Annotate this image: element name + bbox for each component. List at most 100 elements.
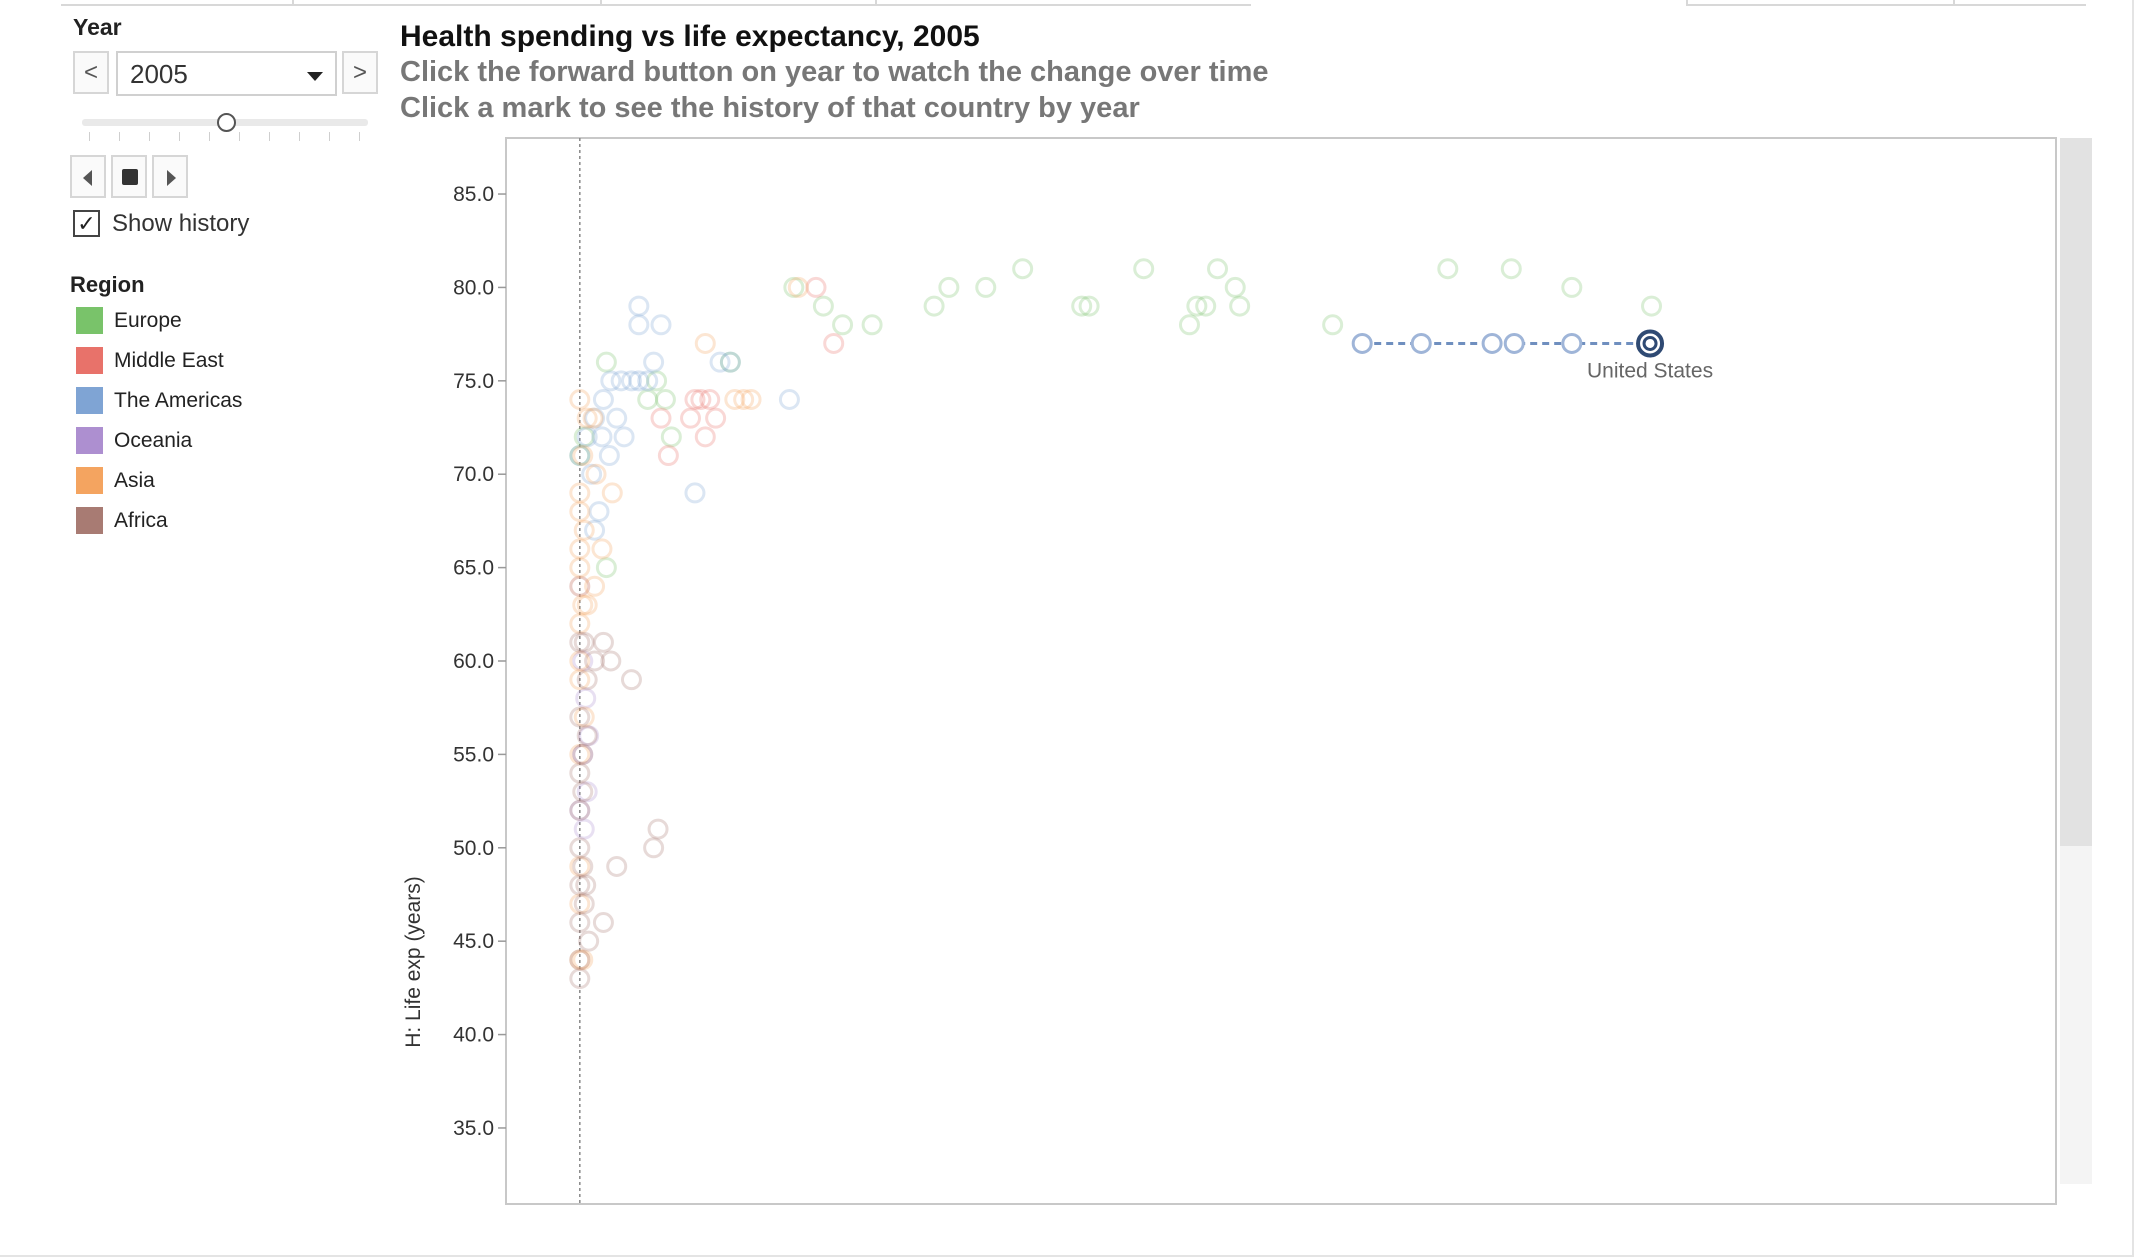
data-point-the-americas[interactable] [610,370,632,392]
data-point-africa[interactable] [569,631,591,653]
data-point-europe[interactable] [1078,295,1100,317]
data-point-asia[interactable] [569,855,591,877]
data-point-africa[interactable] [584,650,606,672]
data-point-the-americas[interactable] [576,426,598,448]
data-point-the-americas[interactable] [591,426,613,448]
data-point-the-americas[interactable] [719,351,741,373]
selected-point[interactable] [1636,329,1665,358]
data-point-middle-east[interactable] [823,332,845,354]
data-point-asia[interactable] [740,389,762,410]
data-point-europe[interactable] [1641,295,1663,317]
data-point-europe[interactable] [783,276,805,298]
data-point-the-americas[interactable] [650,314,672,336]
data-point-asia[interactable] [601,482,623,504]
data-point-europe[interactable] [923,295,945,317]
data-point-asia[interactable] [573,519,595,541]
data-point-asia[interactable] [569,538,591,560]
data-point-africa[interactable] [569,949,591,971]
data-point-asia[interactable] [569,650,591,672]
data-point-africa[interactable] [569,706,591,728]
data-point-europe[interactable] [637,389,659,410]
data-point-asia[interactable] [733,389,755,410]
next-year-button[interactable]: > [342,51,378,94]
data-point-oceania[interactable] [569,799,591,821]
data-point-africa[interactable] [572,855,594,877]
data-point-the-americas[interactable] [643,351,665,373]
data-point-asia[interactable] [585,463,607,485]
data-point-europe[interactable] [1224,276,1246,298]
history-point[interactable] [1410,332,1432,354]
data-point-europe[interactable] [573,426,595,448]
data-point-africa[interactable] [573,893,595,915]
history-point[interactable] [1481,332,1503,354]
year-dropdown[interactable]: 2005 [116,51,337,96]
data-point-the-americas[interactable] [581,463,603,485]
data-point-the-americas[interactable] [592,389,614,410]
data-point-the-americas[interactable] [588,501,610,523]
data-point-europe[interactable] [1229,295,1251,317]
data-point-the-americas[interactable] [584,519,606,541]
data-point-africa[interactable] [600,650,622,672]
data-point-europe[interactable] [1195,295,1217,317]
data-point-africa[interactable] [643,837,665,859]
data-point-oceania[interactable] [573,818,595,840]
data-point-the-americas[interactable] [628,295,650,317]
data-point-europe[interactable] [654,389,676,410]
data-point-middle-east[interactable] [680,407,702,429]
data-point-asia[interactable] [569,557,591,579]
data-point-africa[interactable] [620,669,642,691]
data-point-asia[interactable] [569,575,591,597]
history-point[interactable] [1503,332,1525,354]
history-point[interactable] [1351,332,1373,354]
data-point-middle-east[interactable] [684,389,706,410]
data-point-europe[interactable] [1133,258,1155,280]
data-point-europe[interactable] [1071,295,1093,317]
data-point-oceania[interactable] [572,743,594,765]
data-point-the-americas[interactable] [628,370,650,392]
previous-year-button[interactable]: < [73,51,109,94]
data-point-oceania[interactable] [575,687,597,709]
data-point-asia[interactable] [569,389,591,410]
data-point-asia[interactable] [591,538,613,560]
data-point-oceania[interactable] [572,650,594,672]
data-point-africa[interactable] [572,743,594,765]
data-point-europe[interactable] [832,314,854,336]
data-point-asia[interactable] [572,445,594,467]
data-point-africa[interactable] [606,855,628,877]
data-point-europe[interactable] [1012,258,1034,280]
data-point-asia[interactable] [569,669,591,691]
data-point-africa[interactable] [592,631,614,653]
scrollbar-thumb[interactable] [2060,138,2092,846]
data-point-the-americas[interactable] [569,445,591,467]
data-point-asia[interactable] [584,575,606,597]
data-point-oceania[interactable] [569,575,591,597]
data-point-europe[interactable] [1178,314,1200,336]
data-point-europe[interactable] [646,370,668,392]
data-point-africa[interactable] [569,799,591,821]
data-point-asia[interactable] [573,706,595,728]
data-point-africa[interactable] [592,912,614,933]
data-point-asia[interactable] [569,482,591,504]
data-point-asia[interactable] [569,893,591,915]
data-point-africa[interactable] [576,669,598,691]
show-history-label[interactable]: Show history [112,210,250,237]
data-point-asia[interactable] [572,594,594,616]
data-point-asia[interactable] [569,949,591,971]
year-slider-handle[interactable] [217,113,236,132]
data-point-europe[interactable] [595,351,617,373]
data-point-the-americas[interactable] [778,389,800,410]
data-point-europe[interactable] [938,276,960,298]
data-point-middle-east[interactable] [690,389,712,410]
stop-button[interactable] [111,155,147,198]
data-point-oceania[interactable] [578,725,600,747]
data-point-asia[interactable] [569,613,591,635]
data-point-the-americas[interactable] [584,407,606,429]
data-point-middle-east[interactable] [657,445,679,467]
data-point-the-americas[interactable] [628,314,650,336]
data-point-africa[interactable] [575,874,597,896]
data-point-asia[interactable] [576,407,598,429]
data-point-europe[interactable] [1207,258,1229,280]
data-point-asia[interactable] [569,743,591,765]
data-point-the-americas[interactable] [620,370,642,392]
data-point-africa[interactable] [572,781,594,803]
